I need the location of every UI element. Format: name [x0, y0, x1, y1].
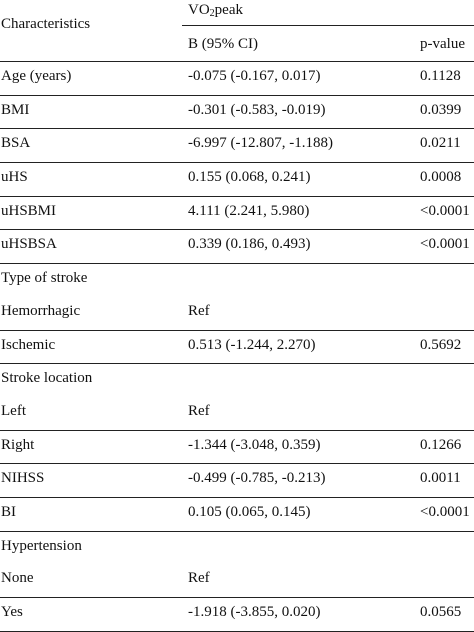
row-label: uHSBMI: [1, 202, 57, 219]
vo2-subscript: 2: [209, 8, 215, 19]
row-label: BI: [1, 503, 16, 520]
row-label: Hemorrhagic: [1, 302, 81, 319]
row-p-value: <0.0001: [420, 202, 470, 219]
row-label: NIHSS: [1, 470, 45, 487]
section-row: Hypertension: [0, 532, 474, 565]
vo2-prefix: VO: [188, 2, 210, 18]
row-label: uHS: [1, 169, 28, 186]
table-row: Yes -1.918 (-3.855, 0.020) 0.0565: [0, 598, 474, 632]
table-row: Right -1.344 (-3.048, 0.359) 0.1266: [0, 431, 474, 465]
row-estimate: -0.499 (-0.785, -0.213): [188, 470, 326, 487]
table-row: uHSBSA 0.339 (0.186, 0.493) <0.0001: [0, 230, 474, 265]
row-estimate: Ref: [188, 570, 210, 587]
row-label: BMI: [1, 101, 30, 118]
table-header: Characteristics VO2peak B (95% CI) p-val…: [0, 0, 474, 62]
row-estimate: 0.513 (-1.244, 2.270): [188, 336, 316, 353]
table-row: BMI -0.301 (-0.583, -0.019) 0.0399: [0, 96, 474, 130]
header-rule: [0, 61, 474, 62]
row-label: None: [1, 570, 34, 587]
row-estimate: -0.075 (-0.167, 0.017): [188, 68, 321, 84]
row-estimate: Ref: [188, 402, 210, 419]
table-row: Hemorrhagic Ref: [0, 297, 474, 331]
row-estimate: -1.344 (-3.048, 0.359): [188, 436, 321, 453]
section-row: Stroke location: [0, 364, 474, 397]
table-row: None Ref: [0, 564, 474, 598]
row-p-value: 0.5692: [420, 336, 462, 353]
row-label: Left: [1, 402, 26, 419]
row-estimate: -6.997 (-12.807, -1.188): [188, 135, 333, 152]
b-ci-header: B (95% CI): [188, 36, 258, 52]
row-estimate: -1.918 (-3.855, 0.020): [188, 604, 321, 620]
section-label: Type of stroke: [1, 270, 88, 287]
p-value-header: p-value: [420, 36, 465, 52]
row-label: uHSBSA: [1, 236, 57, 253]
table-row: uHS 0.155 (0.068, 0.241) 0.0008: [0, 163, 474, 197]
row-label: Yes: [1, 604, 23, 620]
row-label: Ischemic: [1, 336, 56, 353]
section-label: Hypertension: [1, 537, 82, 554]
row-p-value: 0.1266: [420, 436, 462, 453]
table-row: BI 0.105 (0.065, 0.145) <0.0001: [0, 498, 474, 532]
table-row: uHSBMI 4.111 (2.241, 5.980) <0.0001: [0, 197, 474, 231]
row-label: BSA: [1, 135, 31, 152]
row-p-value: <0.0001: [420, 236, 470, 253]
row-p-value: 0.1128: [420, 68, 461, 84]
characteristics-header: Characteristics: [1, 16, 91, 32]
table-row: Age (years) -0.075 (-0.167, 0.017) 0.112…: [0, 62, 474, 96]
row-estimate: 4.111 (2.241, 5.980): [188, 202, 310, 219]
row-estimate: 0.339 (0.186, 0.493): [188, 236, 311, 253]
row-p-value: 0.0399: [420, 101, 462, 118]
table-row: Ischemic 0.513 (-1.244, 2.270) 0.5692: [0, 331, 474, 365]
row-label: Right: [1, 436, 35, 453]
row-p-value: <0.0001: [420, 503, 470, 520]
section-label: Stroke location: [1, 370, 93, 387]
row-estimate: -0.301 (-0.583, -0.019): [188, 101, 326, 118]
section-row: Type of stroke: [0, 264, 474, 297]
vo2-suffix: peak: [214, 2, 243, 18]
group-rule: [182, 25, 474, 26]
vo2peak-group-header: VO2peak: [188, 2, 243, 19]
table-row: Left Ref: [0, 397, 474, 431]
table-row: NIHSS -0.499 (-0.785, -0.213) 0.0011: [0, 464, 474, 498]
row-p-value: 0.0565: [420, 604, 462, 620]
row-p-value: 0.0008: [420, 169, 462, 186]
row-p-value: 0.0211: [420, 135, 461, 152]
row-estimate: 0.105 (0.065, 0.145): [188, 503, 311, 520]
table-row: BSA -6.997 (-12.807, -1.188) 0.0211: [0, 129, 474, 164]
row-p-value: 0.0011: [420, 470, 461, 487]
row-estimate: Ref: [188, 302, 210, 319]
row-estimate: 0.155 (0.068, 0.241): [188, 169, 311, 186]
table-body: Age (years) -0.075 (-0.167, 0.017) 0.112…: [0, 62, 474, 632]
row-label: Age (years): [1, 68, 72, 84]
